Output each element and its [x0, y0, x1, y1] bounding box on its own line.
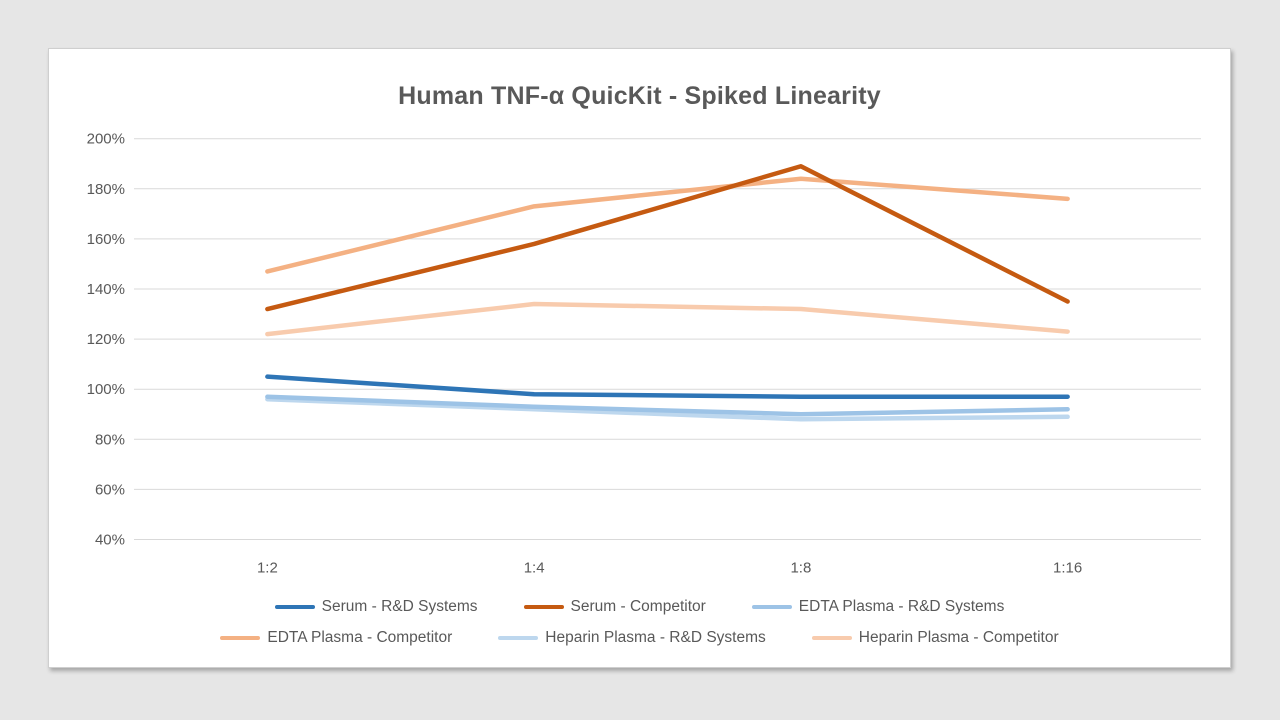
x-axis-tick-label: 1:8 [790, 560, 811, 577]
series-line-serum-r-d-systems [265, 374, 1070, 399]
legend-item[interactable]: Heparin Plasma - R&D Systems [498, 629, 766, 647]
legend-label: EDTA Plasma - R&D Systems [798, 598, 1005, 615]
x-axis-tick-label: 1:2 [257, 560, 278, 577]
line-chart: 200% 180% 160% 140% 120% 100% 80% 60% 40% 1:2 1:4 1… [87, 131, 1201, 577]
legend-item[interactable]: Heparin Plasma - Competitor [811, 629, 1059, 647]
legend-swatch-icon [523, 605, 564, 609]
legend-item[interactable]: Serum - Competitor [523, 598, 706, 616]
legend-item[interactable]: EDTA Plasma - Competitor [220, 629, 452, 647]
legend-item[interactable]: Serum - R&D Systems [274, 598, 478, 616]
chart-title: Human TNF-α QuicKit - Spiked Linearity [398, 82, 881, 110]
legend-item[interactable]: EDTA Plasma - R&D Systems [751, 598, 1005, 616]
y-axis-tick-label: 40% [95, 532, 125, 549]
legend-label: Serum - Competitor [570, 598, 706, 615]
y-axis-tick-label: 100% [87, 381, 125, 398]
y-axis-tick-label: 80% [95, 431, 125, 448]
legend-row: EDTA Plasma - Competitor Heparin Plasma -… [220, 629, 1059, 647]
chart-legend: Serum - R&D Systems Serum - Competitor EDT… [49, 598, 1230, 647]
legend-label: EDTA Plasma - Competitor [267, 629, 453, 646]
chart-card: Human TNF-α QuicKit - Spiked Linearity 2… [48, 48, 1231, 668]
y-axis-tick-label: 200% [87, 131, 125, 148]
legend-swatch-icon [274, 605, 315, 609]
series-line-serum-competitor [265, 164, 1070, 312]
legend-swatch-icon [811, 636, 852, 640]
y-axis-tick-label: 140% [87, 281, 125, 298]
legend-row: Serum - R&D Systems Serum - Competitor EDT… [274, 598, 1005, 616]
series-line-edta-plasma-competitor [265, 176, 1070, 274]
legend-label: Heparin Plasma - Competitor [858, 629, 1059, 646]
y-axis-tick-label: 60% [95, 481, 125, 498]
legend-label: Heparin Plasma - R&D Systems [545, 629, 766, 646]
series-line-heparin-plasma-r-d-systems [265, 396, 1070, 422]
legend-swatch-icon [751, 605, 792, 609]
series-line-edta-plasma-r-d-systems [265, 394, 1070, 417]
legend-label: Serum - R&D Systems [321, 598, 478, 615]
y-axis-tick-label: 120% [87, 331, 125, 348]
series-line-heparin-plasma-competitor [265, 301, 1070, 337]
legend-swatch-icon [498, 636, 539, 640]
x-axis-tick-label: 1:4 [524, 560, 545, 577]
legend-swatch-icon [220, 636, 261, 640]
y-axis-tick-label: 160% [87, 231, 125, 248]
x-axis-tick-label: 1:16 [1053, 560, 1082, 577]
y-axis-tick-label: 180% [87, 181, 125, 198]
